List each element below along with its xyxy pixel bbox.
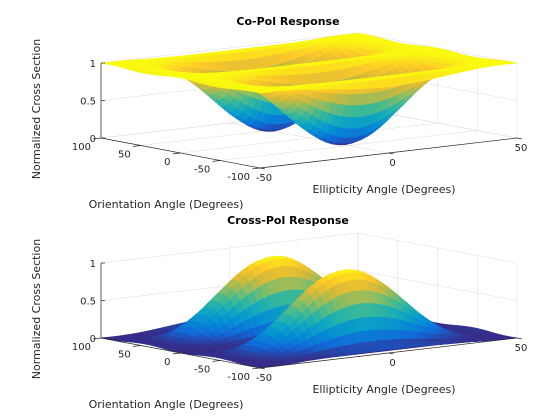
co-pol-z-label: Normalized Cross Section (30, 39, 43, 179)
x-tick-label: -50 (256, 173, 272, 184)
y-tick-label: -50 (194, 165, 210, 176)
y-tick-label: -100 (227, 172, 250, 183)
y-tick-label: -100 (227, 372, 250, 383)
co-pol-surface (100, 33, 518, 146)
cross-pol-x-label: Ellipticity Angle (Degrees) (312, 383, 455, 396)
y-tick-label: 50 (118, 350, 131, 361)
co-pol-plot: 0 0.5 1 -100 -50 0 50 100 -50 0 50 Co-Pol Response… (30, 15, 527, 211)
y-tick-label: 50 (118, 150, 131, 161)
co-pol-title: Co-Pol Response (236, 15, 339, 28)
z-tick-label: 1 (90, 259, 96, 270)
y-tick-label: 0 (164, 357, 170, 368)
co-pol-x-label: Ellipticity Angle (Degrees) (312, 183, 455, 196)
co-pol-y-label: Orientation Angle (Degrees) (89, 198, 244, 211)
y-tick-label: 100 (72, 342, 91, 353)
z-tick-label: 1 (90, 59, 96, 70)
x-tick-label: -50 (256, 373, 272, 384)
cross-pol-surface (100, 255, 518, 368)
z-tick-label: 0.5 (80, 297, 96, 308)
x-tick-label: 0 (389, 158, 395, 169)
cross-pol-plot: 0 0.5 1 -100 -50 0 50 100 -50 0 50 Cross-Pol Respo… (30, 214, 527, 411)
y-tick-label: -50 (194, 365, 210, 376)
x-tick-label: 50 (515, 343, 528, 354)
surface-patch (255, 91, 267, 94)
cross-pol-title: Cross-Pol Response (227, 214, 349, 227)
y-tick-label: 100 (72, 142, 91, 153)
x-tick-label: 0 (389, 358, 395, 369)
cross-pol-y-label: Orientation Angle (Degrees) (89, 398, 244, 411)
z-tick-label: 0 (90, 134, 96, 145)
z-tick-label: 0 (90, 334, 96, 345)
cross-pol-z-label: Normalized Cross Section (30, 239, 43, 379)
x-tick-label: 50 (515, 143, 528, 154)
z-tick-label: 0.5 (80, 97, 96, 108)
y-tick-label: 0 (164, 157, 170, 168)
